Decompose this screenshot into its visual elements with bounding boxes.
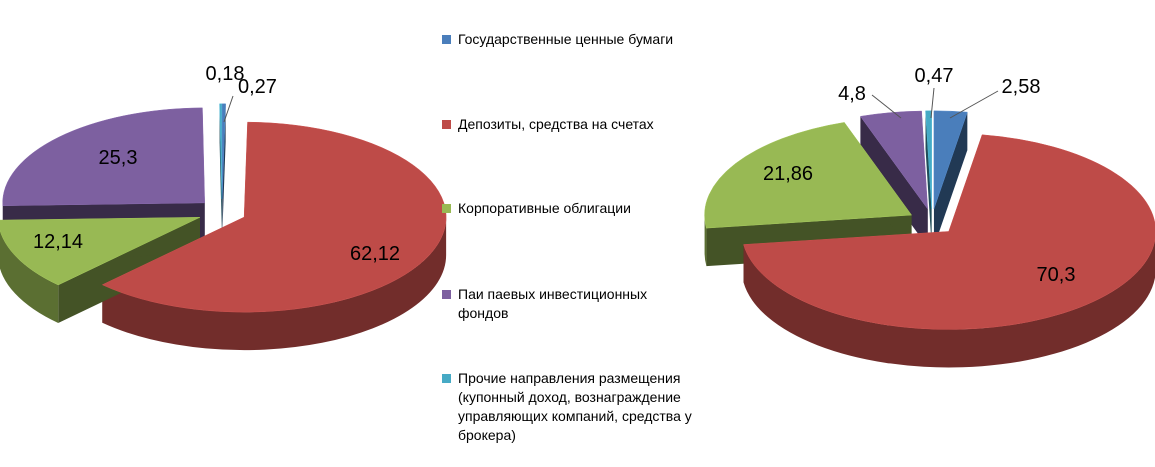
legend-swatch-icon	[442, 120, 451, 129]
legend-label: Депозиты, средства на счетах	[458, 116, 654, 132]
pie-slice-fund-shares	[859, 110, 928, 210]
pie-slice-rim	[704, 215, 707, 267]
pie-slice-rim	[0, 230, 59, 323]
data-label-corporate-bonds: 21,86	[763, 163, 813, 185]
pie-chart-2: 2,58 70,3 21,86 4,8 0,47	[704, 65, 1155, 368]
data-label-other: 0,18	[206, 63, 245, 85]
pie-slice-gov-securities-side	[933, 112, 968, 247]
data-label-leader-line	[930, 87, 935, 119]
data-label-leader-line	[223, 95, 234, 123]
pie-chart-1: 0,27 62,12 12,14 25,3 0,18	[0, 63, 447, 351]
legend-swatch-icon	[442, 204, 451, 213]
data-label-leader-line	[949, 90, 999, 119]
legend-label: Корпоративные облигации	[458, 200, 631, 216]
legend-swatch-icon	[442, 290, 451, 299]
data-label-gov-securities: 2,58	[1002, 76, 1041, 98]
pie-slice-other-side	[925, 110, 932, 247]
pie-slice-gov-securities-side	[222, 103, 226, 237]
data-label-gov-securities: 0,27	[238, 76, 277, 98]
legend-label: Государственные ценные бумаги	[458, 31, 674, 47]
pie-slice-rim	[102, 217, 447, 351]
data-label-other: 0,47	[915, 65, 954, 87]
pie-slice-other	[219, 103, 223, 199]
data-label-fund-shares: 4,8	[838, 83, 866, 105]
legend-label: Паи паевых инвестиционных фондов	[458, 286, 648, 321]
data-label-fund-shares: 25,3	[99, 147, 138, 169]
data-label-deposits: 62,12	[350, 243, 400, 265]
pie-slice-gov-securities	[221, 103, 226, 199]
legend-label: Прочие направления размещения (купонный …	[458, 370, 692, 443]
pie-slice-wall	[925, 110, 932, 247]
pie-slice-corporate-bonds	[704, 122, 913, 229]
pie-slice-corporate-bonds	[0, 217, 201, 286]
data-label-deposits: 70,3	[1037, 264, 1076, 286]
pie-slice-gov-securities	[933, 110, 968, 209]
legend-swatch-icon	[442, 374, 451, 383]
pie-slice-wall	[933, 112, 968, 247]
pie-slice-wall	[222, 103, 226, 237]
data-label-corporate-bonds: 12,14	[33, 231, 83, 253]
pie-slice-fund-shares	[2, 107, 205, 206]
pie-slice-rim	[743, 239, 1155, 368]
pie-slice-deposits	[101, 121, 447, 313]
data-label-leader-line	[871, 94, 902, 119]
pie-slice-deposits	[743, 134, 1155, 330]
legend-swatch-icon	[442, 35, 451, 44]
